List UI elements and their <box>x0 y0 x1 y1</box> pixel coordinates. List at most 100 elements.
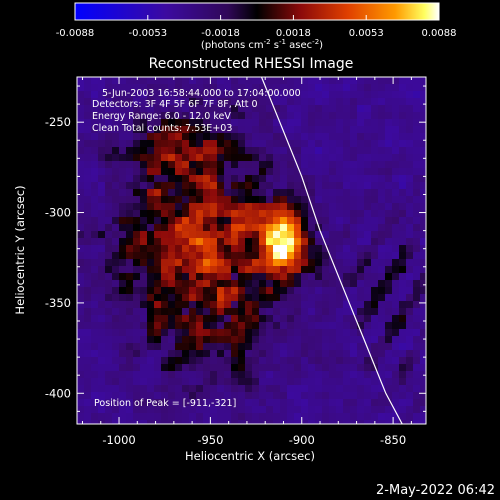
heatmap-pixel <box>105 343 113 351</box>
heatmap-pixel <box>98 392 106 400</box>
heatmap-pixel <box>77 126 85 134</box>
heatmap-pixel <box>273 238 281 246</box>
heatmap-pixel <box>182 224 190 232</box>
heatmap-pixel <box>406 98 414 106</box>
heatmap-pixel <box>189 84 197 92</box>
heatmap-pixel <box>273 77 281 85</box>
heatmap-pixel <box>357 294 365 302</box>
heatmap-pixel <box>336 224 344 232</box>
heatmap-pixel <box>280 399 288 407</box>
heatmap-pixel <box>210 91 218 99</box>
heatmap-pixel <box>175 147 183 155</box>
heatmap-pixel <box>105 392 113 400</box>
heatmap-pixel <box>105 413 113 421</box>
heatmap-pixel <box>287 161 295 169</box>
heatmap-pixel <box>245 161 253 169</box>
heatmap-pixel <box>119 308 127 316</box>
heatmap-pixel <box>364 259 372 267</box>
heatmap-pixel <box>154 238 162 246</box>
heatmap-pixel <box>322 98 330 106</box>
heatmap-pixel <box>161 203 169 211</box>
heatmap-pixel <box>154 329 162 337</box>
heatmap-pixel <box>126 147 134 155</box>
heatmap-pixel <box>203 378 211 386</box>
heatmap-pixel <box>301 168 309 176</box>
heatmap-pixel <box>224 287 232 295</box>
heatmap-pixel <box>413 210 421 218</box>
heatmap-pixel <box>245 112 253 120</box>
heatmap-pixel <box>406 252 414 260</box>
heatmap-pixel <box>203 336 211 344</box>
heatmap-pixel <box>196 329 204 337</box>
heatmap-pixel <box>378 322 386 330</box>
heatmap-pixel <box>406 392 414 400</box>
heatmap-pixel <box>280 287 288 295</box>
heatmap-pixel <box>126 98 134 106</box>
heatmap-pixel <box>336 392 344 400</box>
heatmap-pixel <box>98 280 106 288</box>
heatmap-pixel <box>196 133 204 141</box>
heatmap-pixel <box>371 392 379 400</box>
heatmap-pixel <box>126 399 134 407</box>
heatmap-pixel <box>273 399 281 407</box>
heatmap-pixel <box>266 399 274 407</box>
heatmap-pixel <box>161 385 169 393</box>
heatmap-pixel <box>273 322 281 330</box>
heatmap-pixel <box>378 133 386 141</box>
heatmap-pixel <box>266 196 274 204</box>
heatmap-pixel <box>154 84 162 92</box>
heatmap-pixel <box>266 259 274 267</box>
heatmap-pixel <box>98 259 106 267</box>
heatmap-pixel <box>350 343 358 351</box>
heatmap-pixel <box>196 140 204 148</box>
heatmap-pixel <box>112 238 120 246</box>
heatmap-pixel <box>224 91 232 99</box>
heatmap-pixel <box>371 105 379 113</box>
heatmap-pixel <box>224 245 232 253</box>
heatmap-pixel <box>266 224 274 232</box>
heatmap-pixel <box>224 329 232 337</box>
heatmap-pixel <box>357 217 365 225</box>
heatmap-pixel <box>336 140 344 148</box>
heatmap-pixel <box>371 154 379 162</box>
heatmap-pixel <box>224 105 232 113</box>
heatmap-pixel <box>315 336 323 344</box>
heatmap-pixel <box>357 126 365 134</box>
heatmap-pixel <box>224 77 232 85</box>
heatmap-pixel <box>210 273 218 281</box>
heatmap-pixel <box>147 385 155 393</box>
heatmap-pixel <box>259 315 267 323</box>
heatmap-pixel <box>315 161 323 169</box>
heatmap-pixel <box>161 224 169 232</box>
heatmap-pixel <box>364 294 372 302</box>
heatmap-pixel <box>238 322 246 330</box>
heatmap-pixel <box>238 259 246 267</box>
heatmap-pixel <box>245 385 253 393</box>
heatmap-pixel <box>266 350 274 358</box>
heatmap-pixel <box>98 168 106 176</box>
heatmap-pixel <box>203 168 211 176</box>
heatmap-pixel <box>147 329 155 337</box>
heatmap-pixel <box>252 147 260 155</box>
heatmap-pixel <box>203 266 211 274</box>
heatmap-pixel <box>322 280 330 288</box>
heatmap-pixel <box>77 413 85 421</box>
heatmap-pixel <box>378 399 386 407</box>
heatmap-pixel <box>189 266 197 274</box>
heatmap-pixel <box>357 322 365 330</box>
heatmap-pixel <box>147 378 155 386</box>
heatmap-pixel <box>189 287 197 295</box>
heatmap-pixel <box>329 77 337 85</box>
heatmap-pixel <box>196 378 204 386</box>
annotation-peak: Position of Peak = [-911,-321] <box>94 398 236 409</box>
heatmap-pixel <box>343 210 351 218</box>
heatmap-pixel <box>329 266 337 274</box>
heatmap-pixel <box>238 77 246 85</box>
heatmap-pixel <box>217 259 225 267</box>
heatmap-pixel <box>413 343 421 351</box>
heatmap-pixel <box>322 364 330 372</box>
heatmap-pixel <box>91 371 99 379</box>
heatmap-pixel <box>84 140 92 148</box>
heatmap-pixel <box>329 133 337 141</box>
heatmap-pixel <box>259 238 267 246</box>
